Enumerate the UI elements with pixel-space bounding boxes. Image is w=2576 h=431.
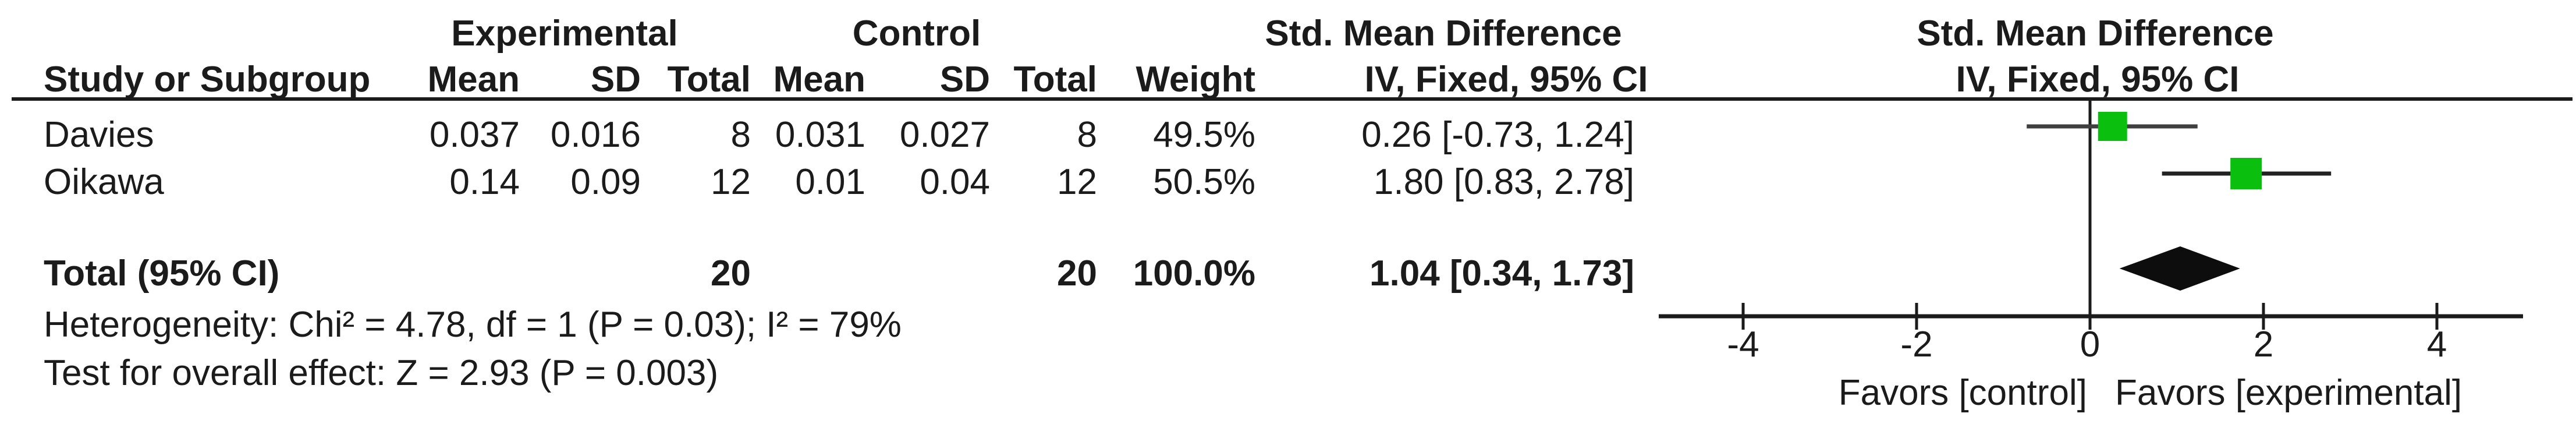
plot-header-iv-ci: IV, Fixed, 95% CI bbox=[1956, 59, 2240, 100]
total-ctrl-value: 8 bbox=[1077, 115, 1097, 155]
axis-tick-label: 0 bbox=[2080, 324, 2100, 365]
study-name: Davies bbox=[44, 115, 154, 155]
mean-exp-value: 0.037 bbox=[429, 115, 520, 155]
axis-tick-label: 4 bbox=[2426, 324, 2447, 365]
sd-exp-value: 0.09 bbox=[570, 162, 641, 202]
total-diamond bbox=[2119, 246, 2240, 291]
point-estimate-square-davies bbox=[2098, 112, 2127, 141]
mean-exp-value: 0.14 bbox=[449, 162, 520, 202]
header-rule bbox=[12, 97, 2573, 101]
axis-tick-label: 2 bbox=[2253, 324, 2274, 365]
overall-effect-note: Test for overall effect: Z = 2.93 (P = 0… bbox=[44, 353, 719, 393]
total-ctrl-sum: 20 bbox=[1057, 253, 1097, 294]
mean-ctrl-value: 0.031 bbox=[775, 115, 865, 155]
forest-plot-canvas bbox=[1659, 97, 2523, 330]
col-header-weight: Weight bbox=[1136, 59, 1256, 100]
total-exp-value: 12 bbox=[711, 162, 751, 202]
column-group-smd: Std. Mean Difference bbox=[1265, 13, 1622, 54]
axis-tick-label: -4 bbox=[1727, 324, 1759, 365]
col-header-sd-exp: SD bbox=[590, 59, 641, 100]
total-ci-text: 1.04 [0.34, 1.73] bbox=[1369, 253, 1634, 294]
mean-ctrl-value: 0.01 bbox=[795, 162, 865, 202]
total-weight: 100.0% bbox=[1133, 253, 1255, 294]
column-group-control: Control bbox=[852, 13, 981, 54]
study-name: Oikawa bbox=[44, 162, 164, 202]
favors-experimental-label: Favors [experimental] bbox=[2115, 373, 2463, 413]
axis-tick-label: -2 bbox=[1900, 324, 1933, 365]
col-header-sd-ctrl: SD bbox=[939, 59, 990, 100]
col-header-total-exp: Total bbox=[667, 59, 751, 100]
weight-value: 49.5% bbox=[1153, 115, 1255, 155]
plot-title-smd: Std. Mean Difference bbox=[1917, 13, 2274, 54]
col-header-study: Study or Subgroup bbox=[44, 59, 371, 100]
ci-text-value: 0.26 [-0.73, 1.24] bbox=[1361, 115, 1634, 155]
col-header-mean-exp: Mean bbox=[427, 59, 520, 100]
point-estimate-square-oikawa bbox=[2230, 158, 2262, 189]
col-header-iv-ci: IV, Fixed, 95% CI bbox=[1364, 59, 1648, 100]
ci-text-value: 1.80 [0.83, 2.78] bbox=[1373, 162, 1634, 202]
col-header-mean-ctrl: Mean bbox=[773, 59, 865, 100]
total-exp-value: 8 bbox=[730, 115, 751, 155]
heterogeneity-note: Heterogeneity: Chi² = 4.78, df = 1 (P = … bbox=[44, 305, 902, 345]
total-exp-sum: 20 bbox=[711, 253, 751, 294]
col-header-total-ctrl: Total bbox=[1013, 59, 1098, 100]
weight-value: 50.5% bbox=[1153, 162, 1255, 202]
column-group-experimental: Experimental bbox=[451, 13, 678, 54]
sd-exp-value: 0.016 bbox=[550, 115, 641, 155]
total-label: Total (95% CI) bbox=[44, 253, 280, 294]
sd-ctrl-value: 0.027 bbox=[899, 115, 990, 155]
sd-ctrl-value: 0.04 bbox=[920, 162, 990, 202]
favors-control-label: Favors [control] bbox=[1838, 373, 2087, 413]
total-ctrl-value: 12 bbox=[1057, 162, 1097, 202]
